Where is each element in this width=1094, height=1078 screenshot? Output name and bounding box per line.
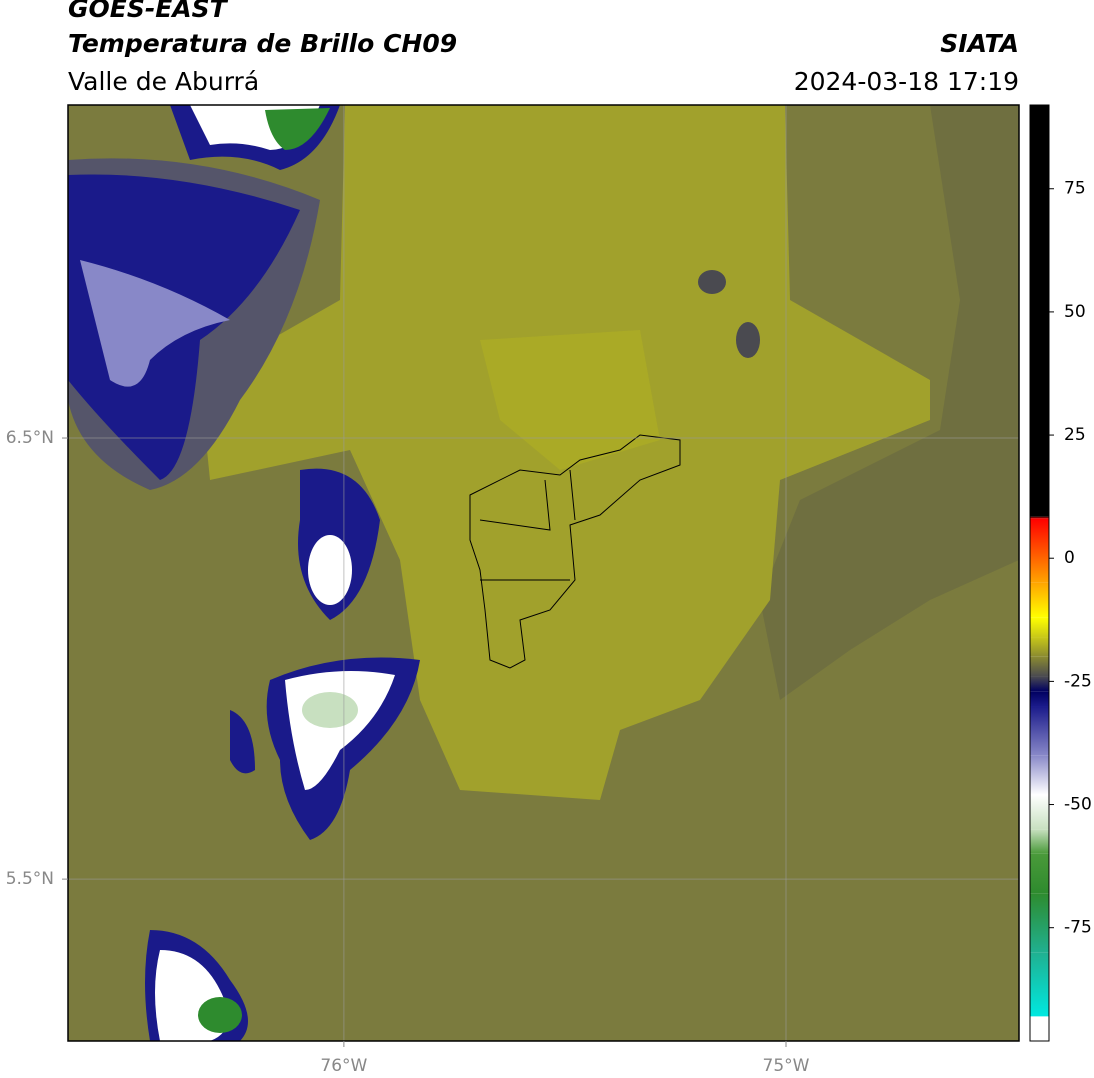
colorbar-segment: [1030, 676, 1049, 692]
colorbar-segment: [1030, 105, 1049, 517]
colorbar-segment: [1030, 691, 1049, 707]
colorbar-segment: [1030, 755, 1049, 795]
colorbar-segment: [1030, 952, 1049, 1017]
colorbar-tick-label: -75: [1064, 918, 1092, 938]
colorbar-segment: [1030, 617, 1049, 638]
colorbar-tick-label: 0: [1064, 548, 1075, 568]
x-tick-label: 76°W: [320, 1056, 367, 1076]
source: SIATA: [940, 29, 1019, 58]
colorbar-segment: [1030, 893, 1049, 953]
colorbar-tick-label: -25: [1064, 671, 1092, 691]
colorbar-segment: [1030, 794, 1049, 830]
colorbar-tick-label: -50: [1064, 795, 1092, 815]
colorbar-segment: [1030, 637, 1049, 657]
region: Valle de Aburrá: [68, 67, 259, 96]
title: GOES-EAST: [68, 0, 229, 23]
colorbar-segment: [1030, 656, 1049, 677]
y-tick-label: 5.5°N: [6, 869, 54, 889]
subtitle: Temperatura de Brillo CH09: [68, 29, 457, 58]
colorbar-frame: [1029, 104, 1050, 1042]
x-tick-label: 75°W: [763, 1056, 810, 1076]
y-tick-label: 6.5°N: [6, 428, 54, 448]
map-frame: [67, 104, 1020, 1042]
colorbar-segment: [1030, 518, 1049, 583]
colorbar-segment: [1030, 582, 1049, 618]
satellite-image: [68, 105, 1019, 1041]
colorbar-under: [1030, 1016, 1049, 1041]
colorbar-segment: [1030, 516, 1049, 519]
colorbar-segment: [1030, 706, 1049, 756]
colorbar-tick-label: 75: [1064, 179, 1086, 199]
colorbar-tick-label: 50: [1064, 302, 1086, 322]
datetime: 2024-03-18 17:19: [794, 67, 1019, 96]
colorbar-tick-label: 25: [1064, 425, 1086, 445]
colorbar-segment: [1030, 829, 1049, 854]
colorbar-segment: [1030, 853, 1049, 894]
